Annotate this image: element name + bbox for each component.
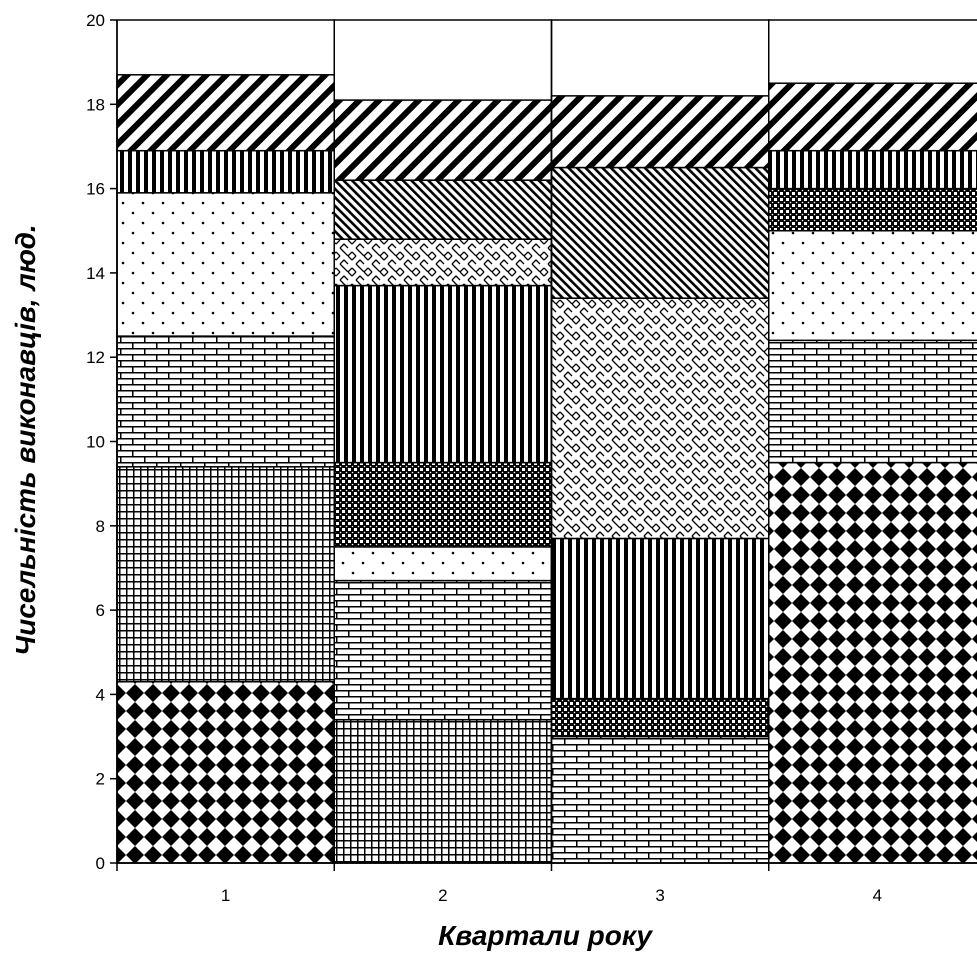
bar-segment-q4-2	[768, 339, 977, 464]
bar-segment-q2-8	[333, 99, 553, 181]
y-tick-label-16: 16	[86, 180, 105, 199]
bar-segment-q2-7	[333, 179, 553, 240]
bar-segment-q1-4	[116, 192, 335, 337]
bar-segment-q1-5	[116, 149, 335, 194]
y-tick-label-8: 8	[96, 517, 105, 536]
y-tick-label-10: 10	[86, 433, 105, 452]
bar-segment-q3-5	[550, 166, 770, 299]
bar-segment-q3-3	[550, 537, 770, 700]
bar-segment-q2-3	[333, 546, 553, 582]
bar-segment-q3-2	[550, 697, 770, 738]
x-tick-label-2: 2	[438, 886, 447, 905]
bar-segment-q4-4	[768, 187, 977, 232]
x-axis-title: Квартали року	[438, 920, 653, 951]
y-tick-label-0: 0	[96, 854, 105, 873]
y-tick-label-4: 4	[96, 685, 105, 704]
x-tick-label-1: 1	[221, 886, 230, 905]
bar-segment-q4-6	[768, 82, 977, 152]
bar-segment-q2-6	[333, 238, 553, 287]
bar-segment-q2-4	[333, 461, 553, 548]
bar-segment-q3-4	[550, 297, 770, 540]
x-tick-label-4: 4	[873, 886, 882, 905]
bar-segment-q3-6	[550, 95, 770, 169]
bar-segment-q4-5	[768, 149, 977, 190]
y-axis-title: Чисельність виконавців, люд.	[10, 224, 41, 655]
bar-segment-q1-1	[116, 681, 335, 864]
bar-segment-q3-1	[550, 735, 770, 864]
bar-segment-q4-3	[768, 230, 977, 342]
bar-segment-q1-2	[116, 466, 335, 683]
y-tick-label-20: 20	[86, 11, 105, 30]
y-tick-label-2: 2	[96, 770, 105, 789]
y-tick-label-14: 14	[86, 264, 105, 283]
bar-segment-q2-5	[333, 284, 553, 464]
y-tick-label-18: 18	[86, 95, 105, 114]
bar-segment-q2-2	[333, 579, 553, 721]
bar-segment-q2-1	[333, 718, 553, 864]
bar-segment-q1-3	[116, 335, 335, 468]
x-tick-label-3: 3	[655, 886, 664, 905]
bar-segment-q4-1	[768, 461, 977, 864]
y-tick-label-12: 12	[86, 348, 105, 367]
bar-segment-q1-6	[116, 74, 335, 152]
y-tick-label-6: 6	[96, 601, 105, 620]
